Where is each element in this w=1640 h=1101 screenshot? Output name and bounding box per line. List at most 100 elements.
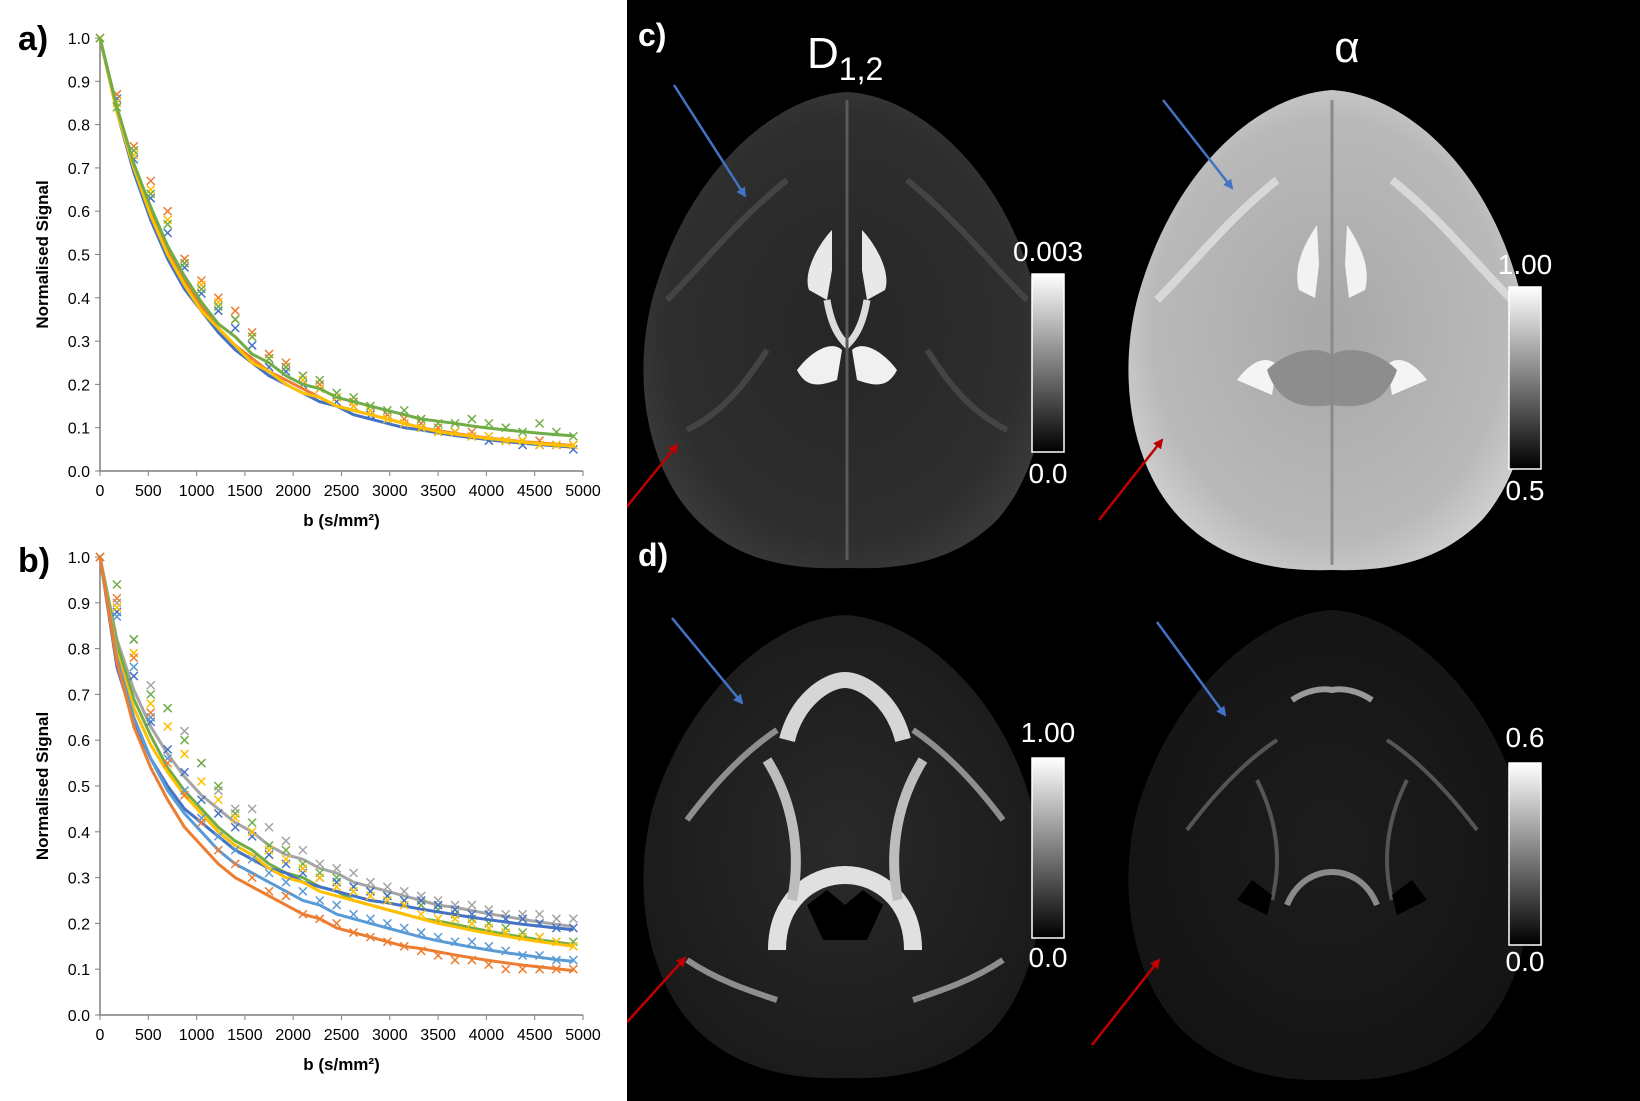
data-point: [247, 327, 257, 337]
data-point: [518, 914, 528, 924]
data-point: [568, 914, 578, 924]
data-point: [534, 909, 545, 919]
x-tick-label: 2000: [275, 483, 311, 500]
x-tick-label: 2500: [324, 1027, 360, 1044]
data-point: [332, 863, 342, 873]
data-point: [264, 349, 274, 359]
data-point: [332, 882, 342, 892]
map-title-d12-sub: 1,2: [839, 51, 883, 87]
data-point: [146, 699, 156, 709]
data-point: [281, 891, 291, 901]
data-point: [450, 418, 460, 428]
data-point: [433, 427, 443, 437]
y-tick-label: 0.0: [68, 464, 90, 481]
data-point: [433, 418, 443, 428]
data-point: [230, 323, 240, 333]
data-point: [264, 353, 274, 363]
y-tick-label: 0.8: [68, 118, 90, 135]
data-point: [112, 612, 122, 622]
data-point: [349, 928, 359, 938]
data-point: [382, 937, 392, 947]
arrow-red-d-right: [1091, 958, 1161, 1046]
data-point: [315, 895, 325, 906]
data-point: [264, 845, 274, 855]
y-tick-label: 0.7: [68, 161, 90, 178]
data-point: [196, 795, 206, 805]
cbar-d-left-min: 0.0: [1029, 942, 1068, 973]
data-point: [213, 795, 223, 805]
data-point: [264, 868, 274, 878]
data-point: [247, 804, 257, 814]
data-point: [281, 362, 291, 372]
cbar-d-right-min: 0.0: [1506, 946, 1545, 977]
data-point: [551, 923, 561, 933]
data-point: [551, 964, 561, 974]
data-point: [112, 593, 122, 603]
x-tick-label: 4000: [469, 1027, 505, 1044]
data-point: [433, 950, 443, 960]
cbar-c-left-min: 0.0: [1029, 458, 1068, 489]
data-point: [551, 914, 561, 924]
y-tick-label: 1.0: [68, 550, 90, 567]
map-title-alpha: α: [1334, 23, 1359, 72]
data-point: [112, 579, 122, 590]
data-point: [399, 900, 409, 910]
data-point: [146, 680, 156, 690]
data-point: [433, 900, 443, 910]
data-point: [484, 923, 494, 933]
data-point: [467, 955, 477, 965]
data-point: [179, 258, 190, 268]
data-point: [230, 306, 240, 316]
data-point: [281, 358, 291, 368]
data-point: [365, 914, 376, 924]
arrow-blue-d-right: [1155, 621, 1227, 717]
data-point: [501, 946, 511, 956]
x-tick-label: 3500: [420, 1027, 456, 1044]
data-point: [315, 873, 325, 883]
y-tick-label: 0.5: [68, 779, 90, 796]
plot-b: 0.0 0.1 0.2 0.3 0.4 0.5 0.6 0.7 0.8 0.9 1.0 0 500 100…: [33, 550, 601, 1074]
x-axis-label: b (s/mm²): [303, 511, 380, 530]
data-point: [450, 427, 460, 437]
cbar-d-right-max: 0.6: [1506, 722, 1545, 753]
panel-label-a: a): [18, 20, 49, 58]
data-point: [399, 405, 409, 415]
data-point: [163, 219, 173, 229]
data-point: [534, 950, 545, 960]
y-axis-label: Normalised Signal: [33, 180, 52, 328]
y-tick-label: 0.3: [68, 871, 90, 888]
map-title-d12: D1,2: [807, 29, 883, 87]
data-point: [146, 185, 156, 195]
data-point: [247, 873, 257, 883]
data-point: [129, 141, 139, 151]
data-point: [213, 297, 223, 307]
data-point: [467, 431, 477, 441]
data-point: [179, 726, 190, 736]
data-point: [501, 914, 511, 924]
arrow-red-c-right: [1098, 438, 1164, 521]
y-tick-label: 1.0: [68, 31, 90, 48]
fit-line-1: [98, 37, 574, 447]
data-point: [365, 877, 376, 887]
x-tick-label: 4500: [517, 483, 553, 500]
data-point: [298, 371, 308, 381]
data-point: [365, 932, 376, 942]
data-point: [146, 689, 156, 699]
brain-d-left: [643, 615, 1042, 1079]
data-point: [518, 964, 528, 974]
fit-line-0: [98, 37, 574, 449]
data-point: [315, 375, 325, 385]
data-point: [247, 854, 257, 864]
data-point: [433, 932, 443, 942]
colorbar-c-right: [1508, 286, 1542, 470]
data-point: [518, 932, 528, 942]
fit-line-2: [98, 556, 574, 932]
data-point: [264, 822, 274, 832]
y-axis-label: Normalised Signal: [33, 712, 52, 860]
x-tick-label: 4500: [517, 1027, 553, 1044]
y-tick-label: 0.4: [68, 291, 90, 308]
cbar-d-left-max: 1.00: [1021, 717, 1076, 748]
data-point: [332, 388, 342, 398]
data-point: [179, 749, 190, 759]
brain-maps: 0.003 0.0 1.00 0.5 1.00 0.0 0.6 0.0 D1,2…: [627, 17, 1552, 1081]
